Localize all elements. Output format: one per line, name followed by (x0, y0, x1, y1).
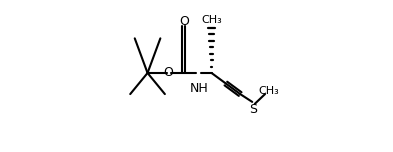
Text: O: O (179, 15, 189, 28)
Text: NH: NH (189, 82, 208, 95)
Text: CH₃: CH₃ (201, 15, 222, 24)
Text: S: S (249, 103, 257, 116)
Text: CH₃: CH₃ (259, 86, 279, 96)
Text: O: O (164, 66, 174, 79)
